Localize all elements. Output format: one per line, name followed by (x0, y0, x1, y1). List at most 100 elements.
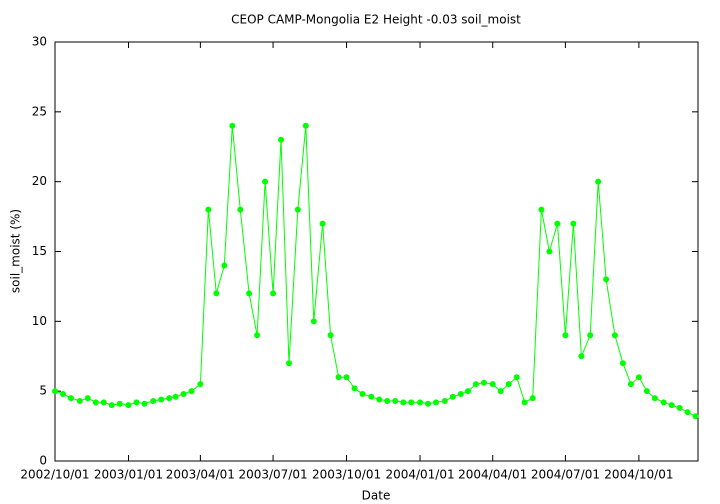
data-point (319, 220, 326, 227)
data-point (554, 220, 561, 227)
data-point (562, 332, 569, 339)
x-tick-label: 2003/01/01 (94, 468, 163, 482)
x-tick-label: 2004/04/01 (458, 468, 527, 482)
data-point (538, 206, 545, 213)
x-tick-label: 2004/10/01 (604, 468, 673, 482)
data-point (433, 399, 440, 406)
data-point (611, 332, 618, 339)
data-point (676, 404, 683, 411)
data-point (141, 400, 148, 407)
data-point (351, 385, 358, 392)
data-point (125, 402, 132, 409)
data-point (441, 397, 448, 404)
data-point (310, 318, 317, 325)
data-point (408, 399, 415, 406)
data-point (521, 399, 528, 406)
data-point (150, 397, 157, 404)
data-point (472, 381, 479, 388)
data-point (668, 402, 675, 409)
data-point (449, 393, 456, 400)
data-point (59, 390, 66, 397)
data-point (578, 353, 585, 360)
data-point (595, 178, 602, 185)
x-tick-label: 2002/10/01 (20, 468, 89, 482)
y-axis-label: soil_moist (%) (9, 209, 23, 293)
data-point (237, 206, 244, 213)
data-point (692, 413, 699, 420)
data-point (166, 395, 173, 402)
chart-title: CEOP CAMP-Mongolia E2 Height -0.03 soil_… (231, 13, 521, 27)
data-point (100, 399, 107, 406)
data-point (286, 360, 293, 367)
data-point (254, 332, 261, 339)
data-point (359, 390, 366, 397)
data-point (246, 290, 253, 297)
data-point (213, 290, 220, 297)
data-point (497, 388, 504, 395)
y-tick-label: 0 (39, 454, 47, 468)
y-tick-label: 15 (32, 244, 47, 258)
data-point (425, 400, 432, 407)
data-point (489, 381, 496, 388)
series-line (54, 125, 696, 417)
data-point (392, 397, 399, 404)
x-tick-label: 2003/07/01 (238, 468, 307, 482)
x-axis-label: Date (362, 489, 391, 503)
y-tick-label: 30 (32, 35, 47, 49)
data-point (262, 178, 269, 185)
data-point (76, 397, 83, 404)
data-point (67, 395, 74, 402)
data-point (376, 396, 383, 403)
data-point (327, 332, 334, 339)
data-point (529, 395, 536, 402)
data-point (660, 399, 667, 406)
data-point (278, 136, 285, 143)
data-point (158, 396, 165, 403)
y-tick-label: 10 (32, 314, 47, 328)
data-point (505, 381, 512, 388)
data-point (546, 248, 553, 255)
data-point (116, 400, 123, 407)
data-point (384, 397, 391, 404)
data-point (229, 122, 236, 129)
data-point (603, 276, 610, 283)
data-point (343, 374, 350, 381)
data-point (52, 388, 58, 395)
data-point (84, 395, 91, 402)
x-tick-label: 2003/04/01 (166, 468, 235, 482)
data-point (92, 399, 99, 406)
data-point (635, 374, 642, 381)
data-point (133, 399, 140, 406)
data-point (270, 290, 277, 297)
data-point (643, 388, 650, 395)
data-point (684, 409, 691, 416)
data-point (172, 393, 179, 400)
data-point (587, 332, 594, 339)
data-point (294, 206, 301, 213)
data-point (570, 220, 577, 227)
data-point (188, 388, 195, 395)
x-tick-label: 2004/07/01 (531, 468, 600, 482)
data-point (513, 374, 520, 381)
data-point (368, 393, 375, 400)
x-tick-label: 2004/01/01 (385, 468, 454, 482)
data-point (221, 262, 228, 269)
data-point (457, 390, 464, 397)
data-point (180, 390, 187, 397)
data-point (651, 395, 658, 402)
data-point (417, 399, 424, 406)
data-point (627, 381, 634, 388)
y-tick-label: 20 (32, 174, 47, 188)
data-point (197, 381, 204, 388)
data-point (619, 360, 626, 367)
y-tick-label: 25 (32, 104, 47, 118)
y-tick-label: 5 (39, 384, 47, 398)
data-point (335, 374, 342, 381)
data-point (464, 388, 471, 395)
data-point (108, 402, 115, 409)
data-point (480, 379, 487, 386)
data-point (205, 206, 212, 213)
data-point (302, 122, 309, 129)
data-point (400, 399, 407, 406)
